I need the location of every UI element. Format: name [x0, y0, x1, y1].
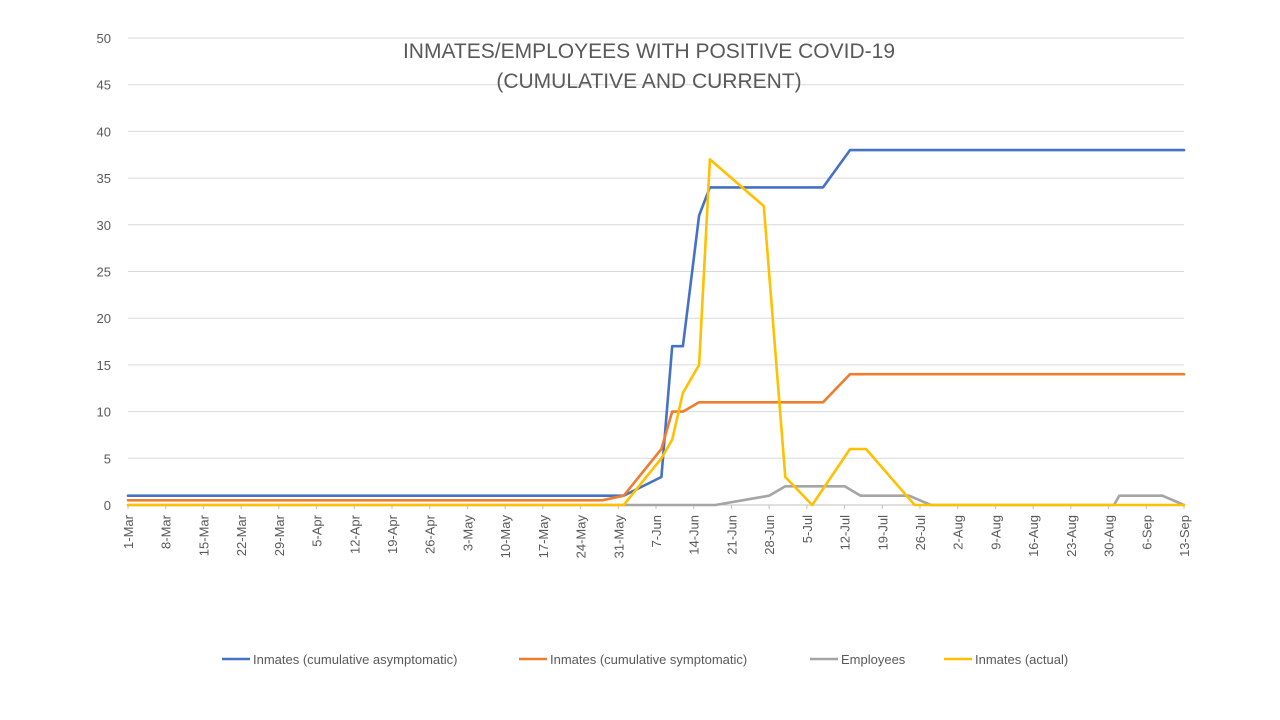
x-tick-label: 6-Sep [1139, 515, 1154, 550]
legend-label: Inmates (actual) [975, 652, 1068, 667]
chart-title: INMATES/EMPLOYEES WITH POSITIVE COVID-19 [403, 40, 895, 63]
series-line-1 [126, 372, 1186, 502]
y-tick-label: 20 [97, 311, 111, 326]
chart-subtitle: (CUMULATIVE AND CURRENT) [496, 70, 801, 93]
x-tick-label: 22-Mar [234, 514, 249, 556]
series-lines [126, 148, 1186, 507]
x-tick-label: 21-Jun [724, 515, 739, 555]
y-tick-label: 15 [97, 358, 111, 373]
series-line-2 [126, 484, 1186, 507]
x-tick-label: 26-Apr [423, 514, 438, 554]
legend: Inmates (cumulative asymptomatic) Inmates… [222, 652, 1068, 667]
x-tick-label: 31-May [611, 515, 626, 559]
x-tick-label: 13-Sep [1177, 515, 1192, 557]
x-tick-label: 30-Aug [1102, 515, 1117, 557]
y-tick-label: 30 [97, 218, 111, 233]
x-tick-label: 5-Jul [800, 515, 815, 543]
legend-label: Inmates (cumulative symptomatic) [550, 652, 747, 667]
y-axis: 0 5 10 15 20 25 30 35 40 45 50 [97, 31, 111, 513]
x-tick-label: 3-May [460, 515, 475, 552]
y-tick-label: 0 [104, 498, 111, 513]
x-tick-label: 19-Jul [875, 515, 890, 551]
x-tick-label: 28-Jun [762, 515, 777, 555]
x-tick-label: 1-Mar [121, 514, 136, 549]
x-tick-label: 12-Jul [838, 515, 853, 551]
x-tick-label: 24-May [574, 515, 589, 559]
x-tick-label: 8-Mar [159, 514, 174, 549]
legend-label: Inmates (cumulative asymptomatic) [253, 652, 457, 667]
x-tick-label: 5-Apr [310, 514, 325, 546]
x-tick-label: 15-Mar [196, 514, 211, 556]
x-tick-label: 19-Apr [385, 514, 400, 554]
series-line-3 [126, 158, 1186, 507]
legend-label: Employees [841, 652, 906, 667]
x-tick-label: 9-Aug [988, 515, 1003, 550]
y-tick-label: 35 [97, 171, 111, 186]
y-tick-label: 45 [97, 78, 111, 93]
x-tick-label: 12-Apr [347, 514, 362, 554]
x-tick-label: 16-Aug [1026, 515, 1041, 557]
y-tick-label: 25 [97, 265, 111, 280]
x-tick-label: 26-Jul [913, 515, 928, 551]
x-tick-label: 2-Aug [951, 515, 966, 550]
y-tick-label: 40 [97, 124, 111, 139]
y-tick-label: 50 [97, 31, 111, 46]
x-tick-label: 17-May [536, 515, 551, 559]
x-tick-label: 7-Jun [649, 515, 664, 548]
x-axis: 1-Mar 8-Mar 15-Mar 22-Mar 29-Mar 5-Apr 12-Apr 1… [121, 504, 1192, 559]
x-tick-label: 14-Jun [687, 515, 702, 555]
x-tick-label: 10-May [498, 515, 513, 559]
x-tick-label: 23-Aug [1064, 515, 1079, 557]
series-line-0 [126, 148, 1186, 498]
gridlines [128, 37, 1184, 459]
y-tick-label: 10 [97, 405, 111, 420]
y-tick-label: 5 [104, 451, 111, 466]
x-tick-label: 29-Mar [272, 514, 287, 556]
